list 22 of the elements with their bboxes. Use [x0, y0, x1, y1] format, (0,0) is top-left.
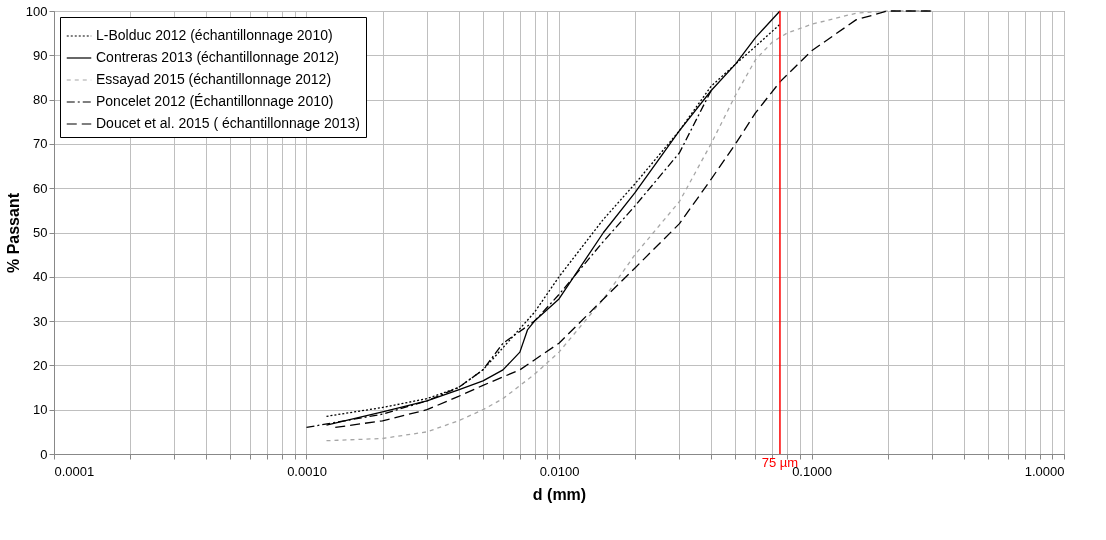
- y-tick-label: 100: [25, 3, 48, 19]
- x-tick-label: 0.0010: [287, 463, 327, 479]
- x-tick-label: 0.0100: [539, 463, 580, 479]
- legend-label: Contreras 2013 (échantillonnage 2012): [96, 49, 339, 65]
- y-axis-title: % Passant: [4, 192, 22, 274]
- legend-label: Essayad 2015 (échantillonnage 2012): [96, 71, 332, 87]
- x-tick-label: 1.0000: [1024, 463, 1065, 479]
- legend-label: Doucet et al. 2015 ( échantillonnage 2013): [96, 115, 360, 131]
- legend-label: L-Bolduc 2012 (échantillonnage 2010): [96, 27, 333, 43]
- x-axis-title: d (mm): [532, 485, 587, 503]
- y-tick-label: 90: [33, 47, 48, 63]
- y-tick-label: 0: [40, 446, 48, 462]
- y-tick-label: 50: [33, 225, 48, 240]
- x-tick-label: 0.0001: [54, 463, 95, 479]
- y-tick-label: 20: [33, 357, 48, 373]
- y-tick-label: 80: [33, 92, 48, 108]
- legend-label: Poncelet 2012 (Échantillonnage 2010): [96, 93, 334, 109]
- y-tick-label: 10: [33, 402, 48, 418]
- y-tick-label: 30: [33, 313, 48, 329]
- y-tick-label: 70: [33, 136, 48, 152]
- y-tick-label: 40: [33, 269, 48, 285]
- y-tick-label: 60: [33, 180, 48, 196]
